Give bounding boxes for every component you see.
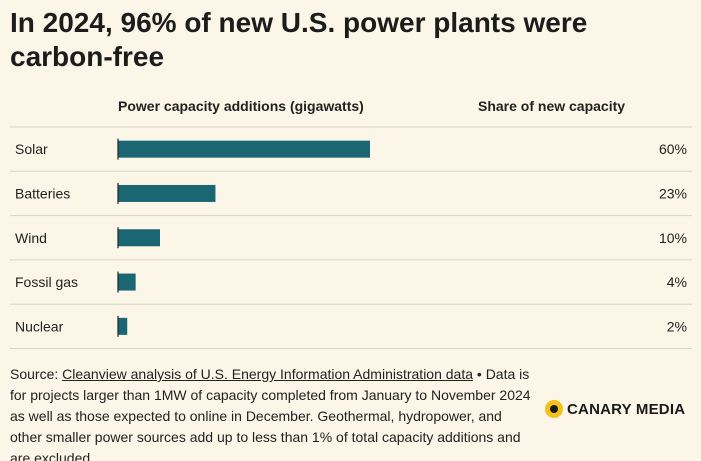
share-label: 2% [667,318,687,334]
source-link[interactable]: Cleanview analysis of U.S. Energy Inform… [62,366,474,382]
bar [118,140,370,158]
category-label: Nuclear [15,318,64,334]
canary-media-logo: CANARY MEDIA [545,398,685,420]
bar [118,273,136,291]
source-text: • Data is for projects larger than 1MW o… [10,366,531,461]
logo-text: CANARY MEDIA [567,400,686,418]
bar [118,317,128,335]
source-prefix: Source: [10,366,63,382]
category-label: Fossil gas [15,274,78,290]
share-label: 60% [659,141,687,157]
category-label: Wind [15,230,47,246]
canary-logo-icon [545,400,563,418]
bar-column-header: Power capacity additions (gigawatts) [118,98,364,114]
category-label: Solar [15,141,48,157]
share-label: 23% [659,185,687,201]
bar [118,229,160,247]
category-label: Batteries [15,185,70,201]
share-label: 10% [659,230,687,246]
bar [118,184,216,202]
share-label: 4% [667,274,687,290]
chart-title: In 2024, 96% of new U.S. power plants we… [10,7,588,72]
share-column-header: Share of new capacity [478,98,626,114]
source-note: Source: Cleanview analysis of U.S. Energ… [10,364,535,461]
